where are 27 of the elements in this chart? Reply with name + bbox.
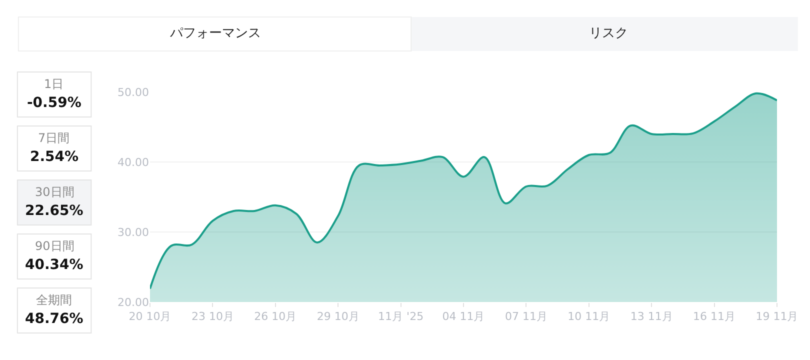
text: 22.65% bbox=[25, 203, 84, 219]
x-tick-label: 23 10月 bbox=[191, 310, 234, 324]
text: 30日間 bbox=[35, 185, 74, 199]
text: 1日 bbox=[44, 77, 64, 91]
x-tick-label: 07 11月 bbox=[504, 310, 548, 324]
x-tick-label: 29 10月 bbox=[316, 310, 360, 324]
y-tick-label: 30.00 bbox=[118, 226, 149, 239]
text: 90日間 bbox=[35, 239, 74, 253]
x-tick-label: 26 10月 bbox=[254, 310, 297, 324]
text: 48.76% bbox=[25, 311, 84, 327]
text: リスク bbox=[589, 26, 628, 41]
y-tick-label: 40.00 bbox=[118, 156, 149, 169]
x-tick-label: 11月 '25 bbox=[378, 310, 424, 324]
y-tick-label: 20.00 bbox=[118, 296, 149, 309]
x-tick-label: 20 10月 bbox=[128, 310, 172, 324]
text: 全期間 bbox=[36, 293, 72, 307]
x-tick-label: 16 11月 bbox=[693, 310, 736, 324]
x-tick-label: 04 11月 bbox=[442, 310, 485, 324]
text: パフォーマンス bbox=[169, 26, 261, 41]
x-tick-label: 19 11月 bbox=[756, 310, 798, 324]
y-tick-label: 50.00 bbox=[118, 86, 149, 99]
text: 7日間 bbox=[38, 131, 70, 145]
x-tick-label: 10 11月 bbox=[568, 310, 610, 324]
text: 2.54% bbox=[30, 149, 79, 165]
x-tick-label: 13 11月 bbox=[630, 310, 673, 324]
text: -0.59% bbox=[27, 95, 82, 111]
text: 40.34% bbox=[25, 257, 84, 273]
